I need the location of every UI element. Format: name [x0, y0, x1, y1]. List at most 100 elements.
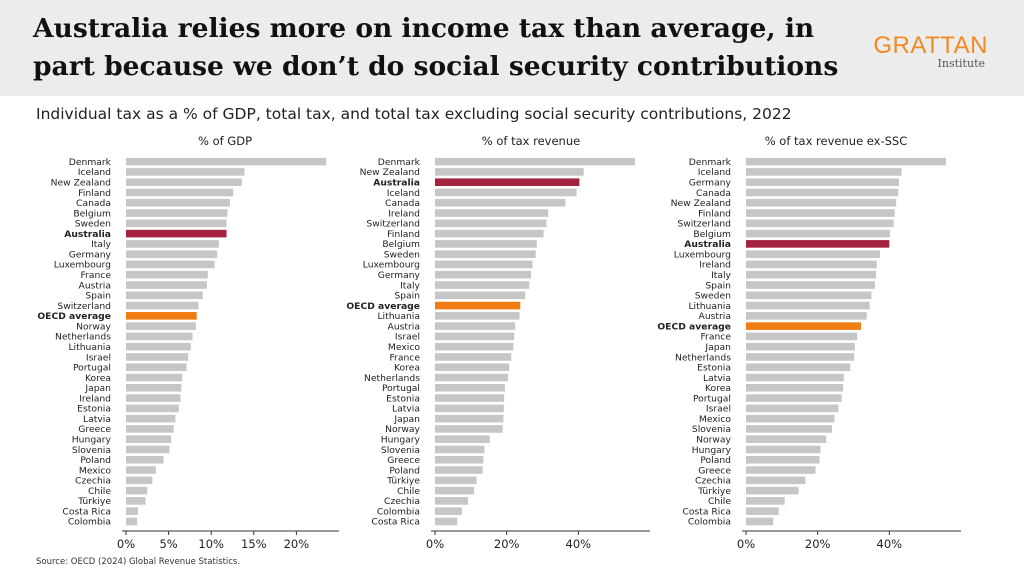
category-label: Colombia	[688, 517, 731, 528]
category-label: Finland	[78, 188, 111, 199]
bar	[435, 209, 549, 217]
category-label: Australia	[684, 239, 731, 250]
bar	[746, 198, 897, 207]
bar	[746, 281, 875, 289]
category-label: Austria	[699, 311, 731, 322]
bar	[126, 507, 138, 515]
category-label: Israel	[395, 332, 420, 343]
bar	[746, 435, 827, 443]
bar	[435, 455, 484, 464]
category-label: Switzerland	[677, 219, 731, 230]
bar	[746, 291, 872, 300]
bar	[746, 394, 842, 402]
bar	[746, 445, 821, 454]
bar	[746, 342, 855, 351]
bar	[126, 384, 182, 392]
bar	[126, 322, 196, 330]
category-label: Iceland	[78, 167, 111, 178]
bar-oecd	[435, 301, 521, 310]
bar	[746, 332, 858, 341]
category-label: Denmark	[69, 157, 112, 168]
x-tick-label: 20%	[805, 537, 831, 551]
category-label: Colombia	[68, 517, 111, 528]
bar	[746, 363, 851, 372]
bar-australia	[746, 240, 890, 248]
bar	[435, 517, 458, 526]
bar	[435, 322, 516, 330]
bar	[746, 250, 881, 258]
header-band	[0, 0, 1024, 96]
chart-subtitle: Individual tax as a % of GDP, total tax,…	[36, 105, 792, 123]
bar	[126, 353, 189, 361]
page-title: Australia relies more on income tax than…	[33, 13, 839, 82]
category-label: Ireland	[388, 208, 420, 219]
category-label: Slovenia	[692, 424, 731, 435]
bar	[126, 157, 327, 166]
bar	[435, 384, 505, 392]
category-label: Estonia	[386, 393, 420, 404]
bar	[746, 260, 877, 269]
bar	[126, 486, 148, 495]
category-label: Hungary	[381, 435, 421, 446]
bar-oecd	[126, 312, 197, 320]
bar	[126, 517, 138, 526]
bar	[746, 312, 867, 320]
category-label: New Zealand	[671, 198, 731, 209]
x-tick-label: 15%	[241, 537, 267, 551]
category-label: Hungary	[692, 445, 732, 456]
category-label: Italy	[400, 280, 420, 291]
bar	[746, 209, 895, 217]
bar	[435, 363, 510, 372]
category-label: Denmark	[689, 157, 732, 168]
bar	[746, 486, 799, 495]
category-label: Finland	[387, 229, 420, 240]
bar	[746, 178, 900, 186]
bar	[435, 198, 566, 207]
bar	[746, 425, 832, 433]
category-label: Greece	[387, 455, 420, 466]
source-note: Source: OECD (2024) Global Revenue Stati…	[36, 557, 241, 567]
category-label: Türkiye	[697, 486, 731, 497]
bar	[126, 425, 174, 433]
category-label: Netherlands	[364, 373, 420, 384]
category-label: Lithuania	[688, 301, 731, 312]
category-label: Mexico	[699, 414, 731, 425]
bar	[435, 445, 485, 454]
category-label: New Zealand	[51, 178, 111, 189]
bar	[746, 188, 899, 197]
category-label: Israel	[706, 404, 731, 415]
bar	[746, 373, 844, 382]
category-label: Norway	[696, 435, 731, 446]
category-label: Czechia	[695, 476, 731, 487]
bar	[126, 301, 199, 310]
bar	[126, 435, 172, 443]
category-label: Portugal	[693, 393, 731, 404]
bar	[746, 219, 894, 228]
category-label: Spain	[85, 291, 111, 302]
category-label: Australia	[64, 229, 111, 240]
grattan-logo: GRATTAN Institute	[866, 33, 988, 73]
bar	[126, 250, 218, 258]
category-label: Latvia	[392, 404, 420, 415]
bar	[126, 466, 156, 474]
category-label: Belgium	[693, 229, 731, 240]
category-label: France	[80, 270, 111, 281]
bar	[126, 240, 219, 248]
category-label: Australia	[373, 178, 420, 189]
bar	[435, 476, 477, 485]
category-label: Canada	[76, 198, 111, 209]
category-label: Portugal	[73, 363, 111, 374]
category-label: Lithuania	[68, 342, 111, 353]
category-label: Mexico	[79, 465, 111, 476]
panel-title: % of tax revenue ex-SSC	[765, 134, 908, 148]
bar	[126, 332, 193, 341]
category-label: Norway	[76, 321, 111, 332]
bar	[126, 281, 207, 289]
bar	[126, 394, 181, 402]
category-label: Korea	[705, 383, 731, 394]
category-label: Switzerland	[57, 301, 111, 312]
bar	[435, 394, 505, 402]
bar-australia	[435, 178, 580, 186]
logo-wordmark: GRATTAN	[873, 32, 988, 59]
category-label: Canada	[385, 198, 420, 209]
